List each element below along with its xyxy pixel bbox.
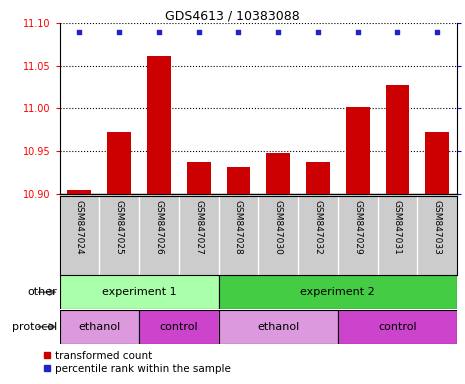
Text: GSM847028: GSM847028	[234, 200, 243, 255]
Text: GSM847024: GSM847024	[75, 200, 84, 255]
Text: other: other	[27, 287, 57, 297]
Bar	[60, 310, 139, 344]
Text: experiment 2: experiment 2	[300, 287, 375, 297]
Point	[195, 28, 202, 35]
Text: experiment 1: experiment 1	[102, 287, 176, 297]
Point	[115, 28, 123, 35]
Bar	[139, 310, 219, 344]
Point	[155, 28, 163, 35]
Point	[394, 28, 401, 35]
Text: GSM847030: GSM847030	[274, 200, 283, 255]
Bar	[425, 132, 449, 194]
Text: GSM847027: GSM847027	[194, 200, 203, 255]
Text: GSM847029: GSM847029	[353, 200, 362, 255]
Bar	[60, 275, 219, 309]
Bar	[67, 190, 91, 194]
Text: GSM847025: GSM847025	[115, 200, 124, 255]
Bar	[219, 310, 338, 344]
Text: GDS4613 / 10383088: GDS4613 / 10383088	[165, 10, 300, 23]
Bar	[385, 85, 409, 194]
Text: GSM847032: GSM847032	[313, 200, 322, 255]
Legend: transformed count, percentile rank within the sample: transformed count, percentile rank withi…	[42, 351, 231, 374]
Text: control: control	[378, 322, 417, 332]
Text: ethanol: ethanol	[78, 322, 120, 332]
Point	[274, 28, 282, 35]
Point	[433, 28, 441, 35]
Text: GSM847031: GSM847031	[393, 200, 402, 255]
Point	[235, 28, 242, 35]
Text: ethanol: ethanol	[257, 322, 299, 332]
Bar	[306, 162, 330, 194]
Bar	[219, 275, 457, 309]
Bar	[266, 153, 290, 194]
Text: control: control	[159, 322, 198, 332]
Bar	[107, 132, 131, 194]
Bar	[338, 310, 457, 344]
Text: GSM847033: GSM847033	[433, 200, 442, 255]
Bar	[346, 107, 370, 194]
Bar	[187, 162, 211, 194]
Bar	[226, 167, 250, 194]
Text: protocol: protocol	[12, 322, 57, 332]
Point	[76, 28, 83, 35]
Point	[314, 28, 322, 35]
Bar	[147, 56, 171, 194]
Text: GSM847026: GSM847026	[154, 200, 163, 255]
Point	[354, 28, 361, 35]
